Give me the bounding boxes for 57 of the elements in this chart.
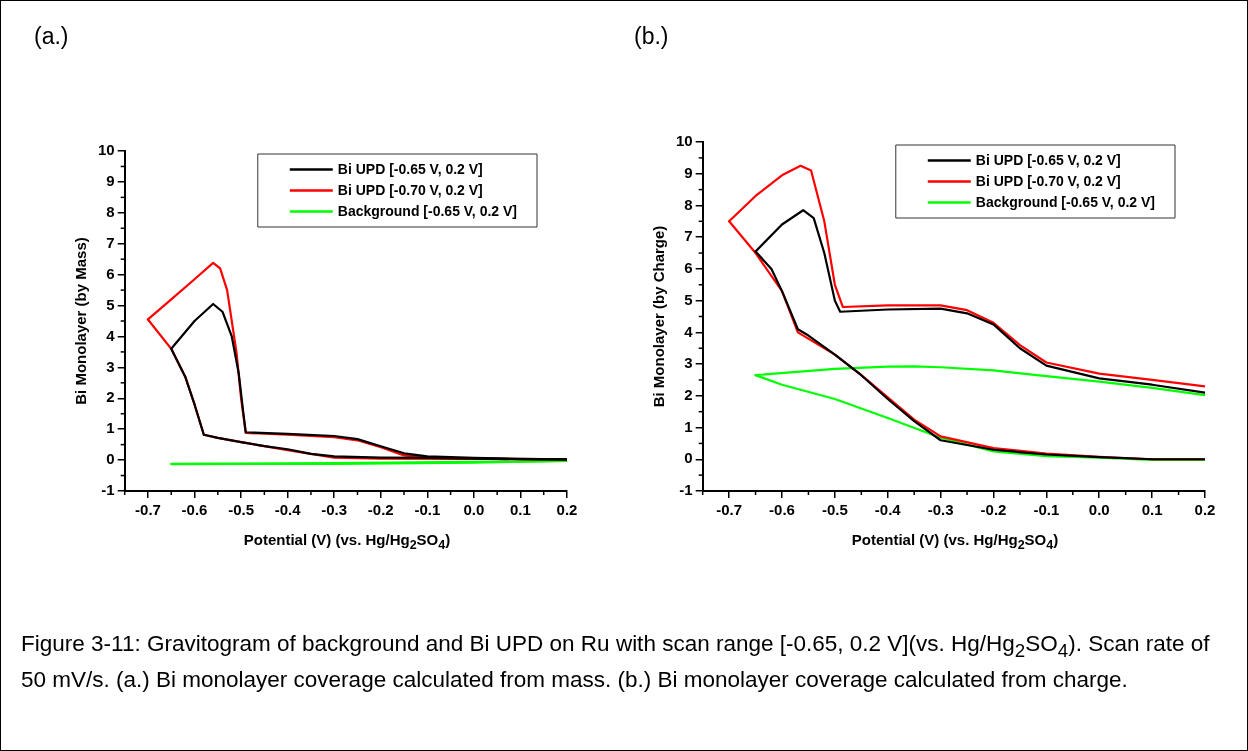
chart-title: (a.) [34, 23, 69, 50]
x-axis-title: Potential (V) (vs. Hg/Hg$_{2}$SO$_{4}$) [850, 531, 1060, 552]
x-tick-label: -0.2 [980, 501, 1007, 519]
y-tick-label: 3 [106, 357, 115, 375]
x-tick-label: -0.5 [821, 501, 848, 519]
y-tick-label: 1 [684, 417, 693, 435]
x-axis-title: Potential (V) (vs. Hg/Hg$_{2}$SO$_{4}$) [242, 531, 452, 552]
legend-label: Bi UPD [-0.70 V, 0.2 V] [337, 182, 483, 199]
y-tick-label: 5 [684, 290, 693, 308]
y-tick-label: 8 [106, 202, 115, 220]
y-tick-label: 7 [684, 227, 693, 245]
legend-label: Bi UPD [-0.65 V, 0.2 V] [337, 161, 483, 178]
x-tick-label: -0.4 [274, 501, 302, 519]
x-tick-label: -0.3 [321, 501, 348, 519]
y-tick-label: 4 [106, 326, 116, 344]
y-tick-label: 0 [684, 449, 693, 467]
x-tick-label: -0.1 [1033, 501, 1060, 519]
y-axis-title: Bi Monolayer (by Mass) [72, 237, 90, 405]
legend-label: Background [-0.65 V, 0.2 V] [337, 203, 518, 220]
y-tick-label: 5 [106, 295, 115, 313]
y-tick-label: -1 [101, 481, 115, 499]
x-tick-label: -0.2 [367, 501, 394, 519]
y-tick-label: 0 [106, 450, 115, 468]
y-tick-label: -1 [679, 481, 693, 499]
x-tick-label: 0.2 [1194, 501, 1216, 519]
y-tick-label: 9 [106, 172, 115, 190]
y-tick-label: 10 [676, 132, 693, 150]
x-tick-label: -0.7 [716, 501, 743, 519]
legend-label: Bi UPD [-0.65 V, 0.2 V] [975, 152, 1121, 169]
y-tick-label: 1 [106, 419, 115, 437]
x-tick-label: -0.7 [135, 501, 161, 519]
chart-title: (b.) [634, 23, 669, 50]
y-tick-label: 2 [106, 388, 115, 406]
x-tick-label: 0.1 [1141, 501, 1163, 519]
y-tick-label: 9 [684, 163, 693, 181]
y-tick-label: 10 [98, 141, 115, 159]
caption: Figure 3-11: Gravitogram of background and Bi UPD on Ru with scan range [-0.65, 0.2 V](vs. Hg/Hg$_{2}$SO$_{4}$). Scan rate of 50 mV/s. (a.) Bi monolayer coverage calculated from mass. (b.) Bi monolayer coverage calculated from charge. [21, 630, 1211, 694]
y-tick-label: 8 [684, 195, 693, 213]
y-tick-label: 7 [106, 233, 115, 251]
y-tick-label: 6 [106, 264, 115, 282]
x-tick-label: -0.4 [874, 501, 902, 519]
legend-label: Background [-0.65 V, 0.2 V] [975, 194, 1156, 211]
x-tick-label: -0.3 [927, 501, 954, 519]
y-axis-title: Bi Monolayer (by Charge) [650, 225, 668, 408]
x-tick-label: -0.5 [228, 501, 255, 519]
x-tick-label: -0.6 [181, 501, 208, 519]
x-tick-label: 0.2 [556, 501, 578, 519]
legend-label: Bi UPD [-0.70 V, 0.2 V] [975, 173, 1121, 190]
y-tick-label: 2 [684, 385, 693, 403]
x-tick-label: -0.6 [769, 501, 795, 519]
x-tick-label: -0.1 [414, 501, 441, 519]
x-tick-label: 0.1 [510, 501, 531, 519]
x-tick-label: 0.0 [463, 501, 485, 519]
x-tick-label: 0.0 [1088, 501, 1110, 519]
y-tick-label: 3 [684, 354, 693, 372]
y-tick-label: 6 [684, 259, 693, 277]
y-tick-label: 4 [684, 322, 694, 340]
